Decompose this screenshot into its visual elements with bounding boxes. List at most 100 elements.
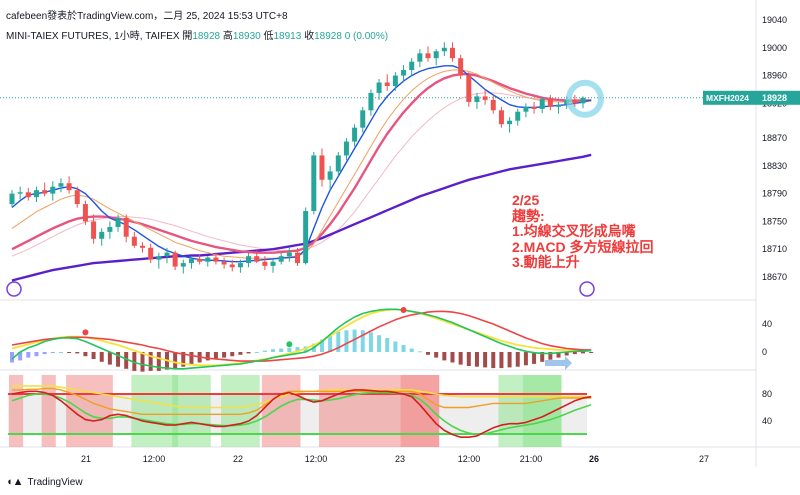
macd-histogram-bar xyxy=(458,352,463,365)
annotation-line-2: 2.MACD 多方短線拉回 xyxy=(512,238,654,255)
macd-histogram-bar xyxy=(352,329,357,352)
candle-body xyxy=(441,47,447,52)
candle-body xyxy=(262,261,268,266)
ohlc-open: 18928 xyxy=(192,31,221,42)
stoch-orange-line xyxy=(12,387,592,415)
time-axis-tick: 21 xyxy=(81,454,91,464)
candle-body xyxy=(490,99,496,111)
candle-body xyxy=(82,204,88,222)
macd-histogram-bar xyxy=(540,352,545,362)
time-axis-tick: 26 xyxy=(589,454,599,464)
price-axis-tick: 18870 xyxy=(762,133,787,143)
ohlc-open-label: 開 xyxy=(182,31,193,42)
alert-icon-right xyxy=(579,281,595,297)
macd-histogram-bar xyxy=(385,338,390,352)
macd-fast-line xyxy=(11,308,592,370)
candle-body xyxy=(556,104,562,107)
candle-body xyxy=(531,106,537,109)
macd-histogram-bar xyxy=(254,352,259,353)
macd-histogram-bar xyxy=(328,335,333,352)
macd-histogram-bar xyxy=(34,352,39,357)
macd-histogram-bar xyxy=(50,352,55,353)
macd-histogram-bar xyxy=(262,350,267,352)
macd-histogram-bar xyxy=(319,339,324,352)
candle-body xyxy=(123,217,129,237)
candle-body xyxy=(74,190,80,205)
ohlc-change: 0 (0.00%) xyxy=(344,31,389,42)
macd-histogram-bar xyxy=(156,352,161,371)
price-axis-tick: 18960 xyxy=(762,71,787,81)
candle-body xyxy=(180,263,186,267)
time-axis-tick: 12:00 xyxy=(305,454,328,464)
price-axis-tick: 18790 xyxy=(762,189,787,199)
candle-body xyxy=(572,99,578,104)
candle-body xyxy=(515,111,521,121)
candle-body xyxy=(327,171,333,180)
macd-histogram-bar xyxy=(450,352,455,363)
ohlc-high-label: 高 xyxy=(222,31,233,42)
symbol-tag-bg xyxy=(703,90,756,105)
candle-body xyxy=(409,61,415,71)
macd-histogram-bar xyxy=(483,352,488,368)
macd-histogram-bar xyxy=(26,352,31,358)
macd-histogram-bar xyxy=(173,352,178,369)
candle-body xyxy=(466,75,472,102)
price-axis-tick: 19000 xyxy=(762,43,787,53)
macd-histogram-bar xyxy=(368,332,373,352)
symbol-info-line: MINI-TAIEX FUTURES, 1小時, TAIFEX 開18928 高… xyxy=(6,27,388,42)
analysis-annotation: 2/25 趨勢: 1.均線交叉形成烏嘴 2.MACD 多方短線拉回 3.動能上升 xyxy=(512,192,654,271)
macd-histogram-bar xyxy=(295,347,300,352)
macd-histogram-bar xyxy=(499,352,504,369)
macd-axis-tick: 0 xyxy=(762,347,767,357)
tradingview-logo[interactable]: ◖▲ TradingView xyxy=(6,476,83,488)
candle-body xyxy=(66,183,72,191)
macd-histogram-bar xyxy=(124,352,129,369)
ohlc-close: 18928 xyxy=(314,31,342,42)
candle-body xyxy=(270,261,276,266)
candle-body xyxy=(335,155,341,172)
annotation-line-1: 1.均線交叉形成烏嘴 xyxy=(512,223,636,239)
price-axis-tick: 18710 xyxy=(762,244,787,254)
macd-histogram-bar xyxy=(393,341,398,352)
macd-histogram-bar xyxy=(507,352,512,368)
last-price-tag: 18928 xyxy=(762,93,787,103)
candle-body xyxy=(433,51,439,59)
macd-histogram-bar xyxy=(67,352,72,353)
macd-histogram-bar xyxy=(344,330,349,352)
macd-histogram-bar xyxy=(466,352,471,366)
macd-histogram-bar xyxy=(116,352,121,367)
candle-body xyxy=(482,96,488,100)
candle-body xyxy=(148,247,154,260)
macd-histogram-bar xyxy=(589,352,594,353)
chart-watermark: cafebeen發表於TradingView.com，二月 25, 2024 1… xyxy=(6,11,288,22)
macd-histogram-bar xyxy=(189,352,194,365)
candle-body xyxy=(107,226,113,232)
annotation-line-3: 3.動能上升 xyxy=(512,254,580,270)
candle-body xyxy=(319,155,325,180)
macd-histogram-bar xyxy=(572,352,577,355)
time-axis-tick: 27 xyxy=(699,454,709,464)
candle-body xyxy=(58,183,64,187)
stoch-green-zone xyxy=(172,375,211,447)
macd-histogram-bar xyxy=(548,352,553,360)
macd-histogram-bar xyxy=(222,352,227,358)
macd-histogram-bar xyxy=(417,351,422,353)
macd-histogram-bar xyxy=(287,347,292,352)
macd-histogram-bar xyxy=(532,352,537,364)
candle-body xyxy=(188,258,194,264)
macd-histogram-bar xyxy=(360,330,365,352)
candle-body xyxy=(254,256,260,262)
candle-body xyxy=(507,120,513,125)
candle-body xyxy=(368,92,374,111)
candle-body xyxy=(498,110,504,125)
symbol-title[interactable]: MINI-TAIEX FUTURES, 1小時, TAIFEX xyxy=(6,31,180,42)
macd-histogram-bar xyxy=(10,352,14,363)
macd-histogram-bar xyxy=(230,352,235,357)
candle-body xyxy=(311,155,317,212)
macd-histogram-bar xyxy=(515,352,520,367)
symbol-tag: MXFH2024 xyxy=(706,93,749,103)
macd-signal-line xyxy=(11,308,592,367)
macd-histogram-bar xyxy=(442,352,447,361)
candle-body xyxy=(474,96,480,102)
